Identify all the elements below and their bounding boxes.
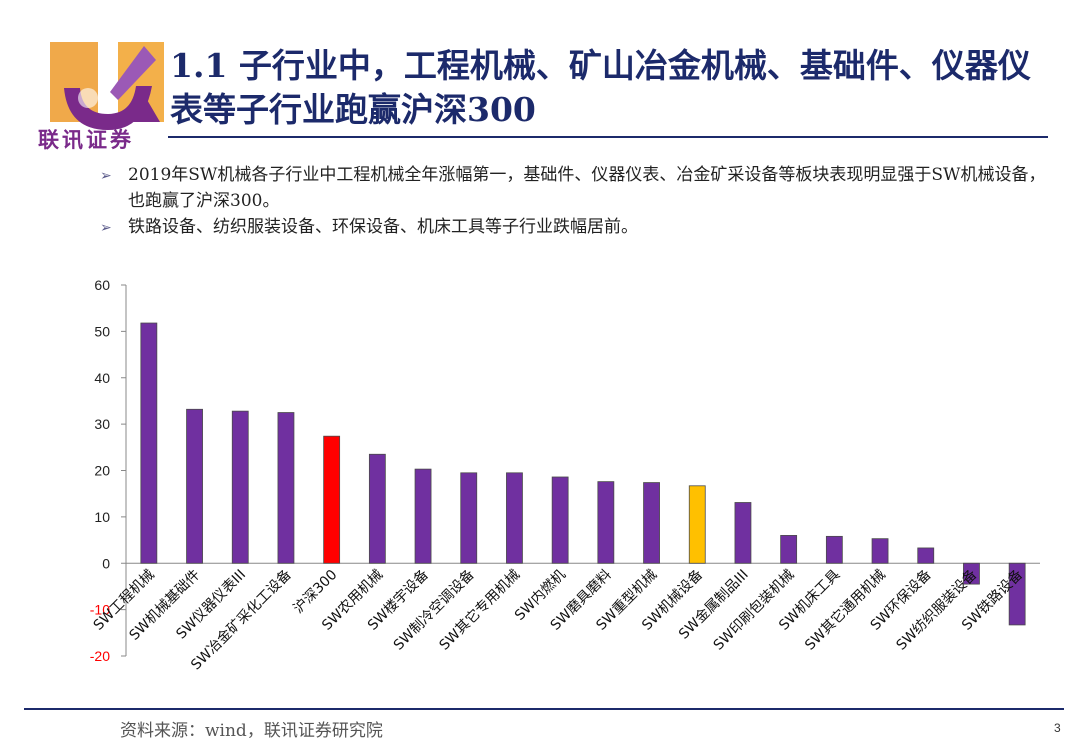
bar	[460, 472, 478, 564]
bar	[963, 562, 980, 585]
arrow-bullet-icon: ➢	[100, 168, 112, 184]
page-title: 1.1 子行业中，工程机械、矿山冶金机械、基础件、仪器仪表等子行业跑赢沪深300	[170, 46, 1031, 129]
bar-chart: 6050403020100-10-20SW工程机械SW机械基础件SW仪器仪表II…	[90, 277, 1040, 673]
page-number: 3	[1054, 721, 1061, 735]
arrow-bullet-icon: ➢	[100, 220, 112, 236]
bullet-text: 铁路设备、纺织服装设备、环保设备、机床工具等子行业跌幅居前。	[128, 217, 638, 237]
y-tick-label: 60	[94, 277, 110, 293]
footer-divider	[24, 708, 1064, 710]
bar	[506, 472, 523, 564]
x-category-label: SW其它专用机械	[436, 566, 523, 653]
bar	[734, 502, 752, 564]
bar	[140, 322, 158, 564]
bar	[871, 538, 889, 564]
x-category-label: SW纺织服装设备	[893, 566, 980, 653]
bar	[825, 535, 843, 564]
bar	[688, 485, 706, 564]
y-tick-label: -20	[90, 648, 110, 664]
y-tick-label: -10	[90, 602, 110, 618]
bullet-text: 2019年SW机械各子行业中工程机械全年涨幅第一，基础件、仪器仪表、冶金矿采设备…	[128, 165, 1046, 211]
x-category-label: SW制冷空调设备	[390, 566, 477, 653]
bar	[231, 410, 249, 564]
bullet-item: ➢ 铁路设备、纺织服装设备、环保设备、机床工具等子行业跌幅居前。	[100, 214, 1060, 240]
bar	[780, 535, 798, 564]
bar	[597, 481, 615, 564]
bar	[186, 408, 203, 564]
y-tick-label: 10	[94, 509, 110, 525]
y-tick-label: 30	[94, 416, 110, 432]
bar	[551, 476, 569, 564]
bullet-item: ➢ 2019年SW机械各子行业中工程机械全年涨幅第一，基础件、仪器仪表、冶金矿采…	[100, 162, 1060, 214]
bar	[414, 468, 432, 564]
bar	[1008, 562, 1026, 626]
company-logo-icon	[50, 42, 164, 130]
title-divider	[168, 136, 1048, 138]
y-tick-label: 50	[94, 323, 110, 339]
bullet-list: ➢ 2019年SW机械各子行业中工程机械全年涨幅第一，基础件、仪器仪表、冶金矿采…	[100, 162, 1060, 240]
y-tick-label: 40	[94, 370, 110, 386]
bar	[368, 453, 386, 564]
bar	[917, 547, 935, 564]
bar	[643, 482, 660, 564]
logo-text: 联讯证券	[38, 128, 134, 152]
x-category-label: SW印刷包装机械	[711, 567, 798, 654]
y-tick-label: 0	[102, 555, 110, 571]
source-note: 资料来源：wind，联讯证券研究院	[120, 721, 383, 741]
x-category-label: SW其它通用机械	[801, 566, 888, 653]
bar	[323, 435, 341, 564]
y-tick-label: 20	[94, 463, 110, 479]
bar	[277, 412, 295, 564]
